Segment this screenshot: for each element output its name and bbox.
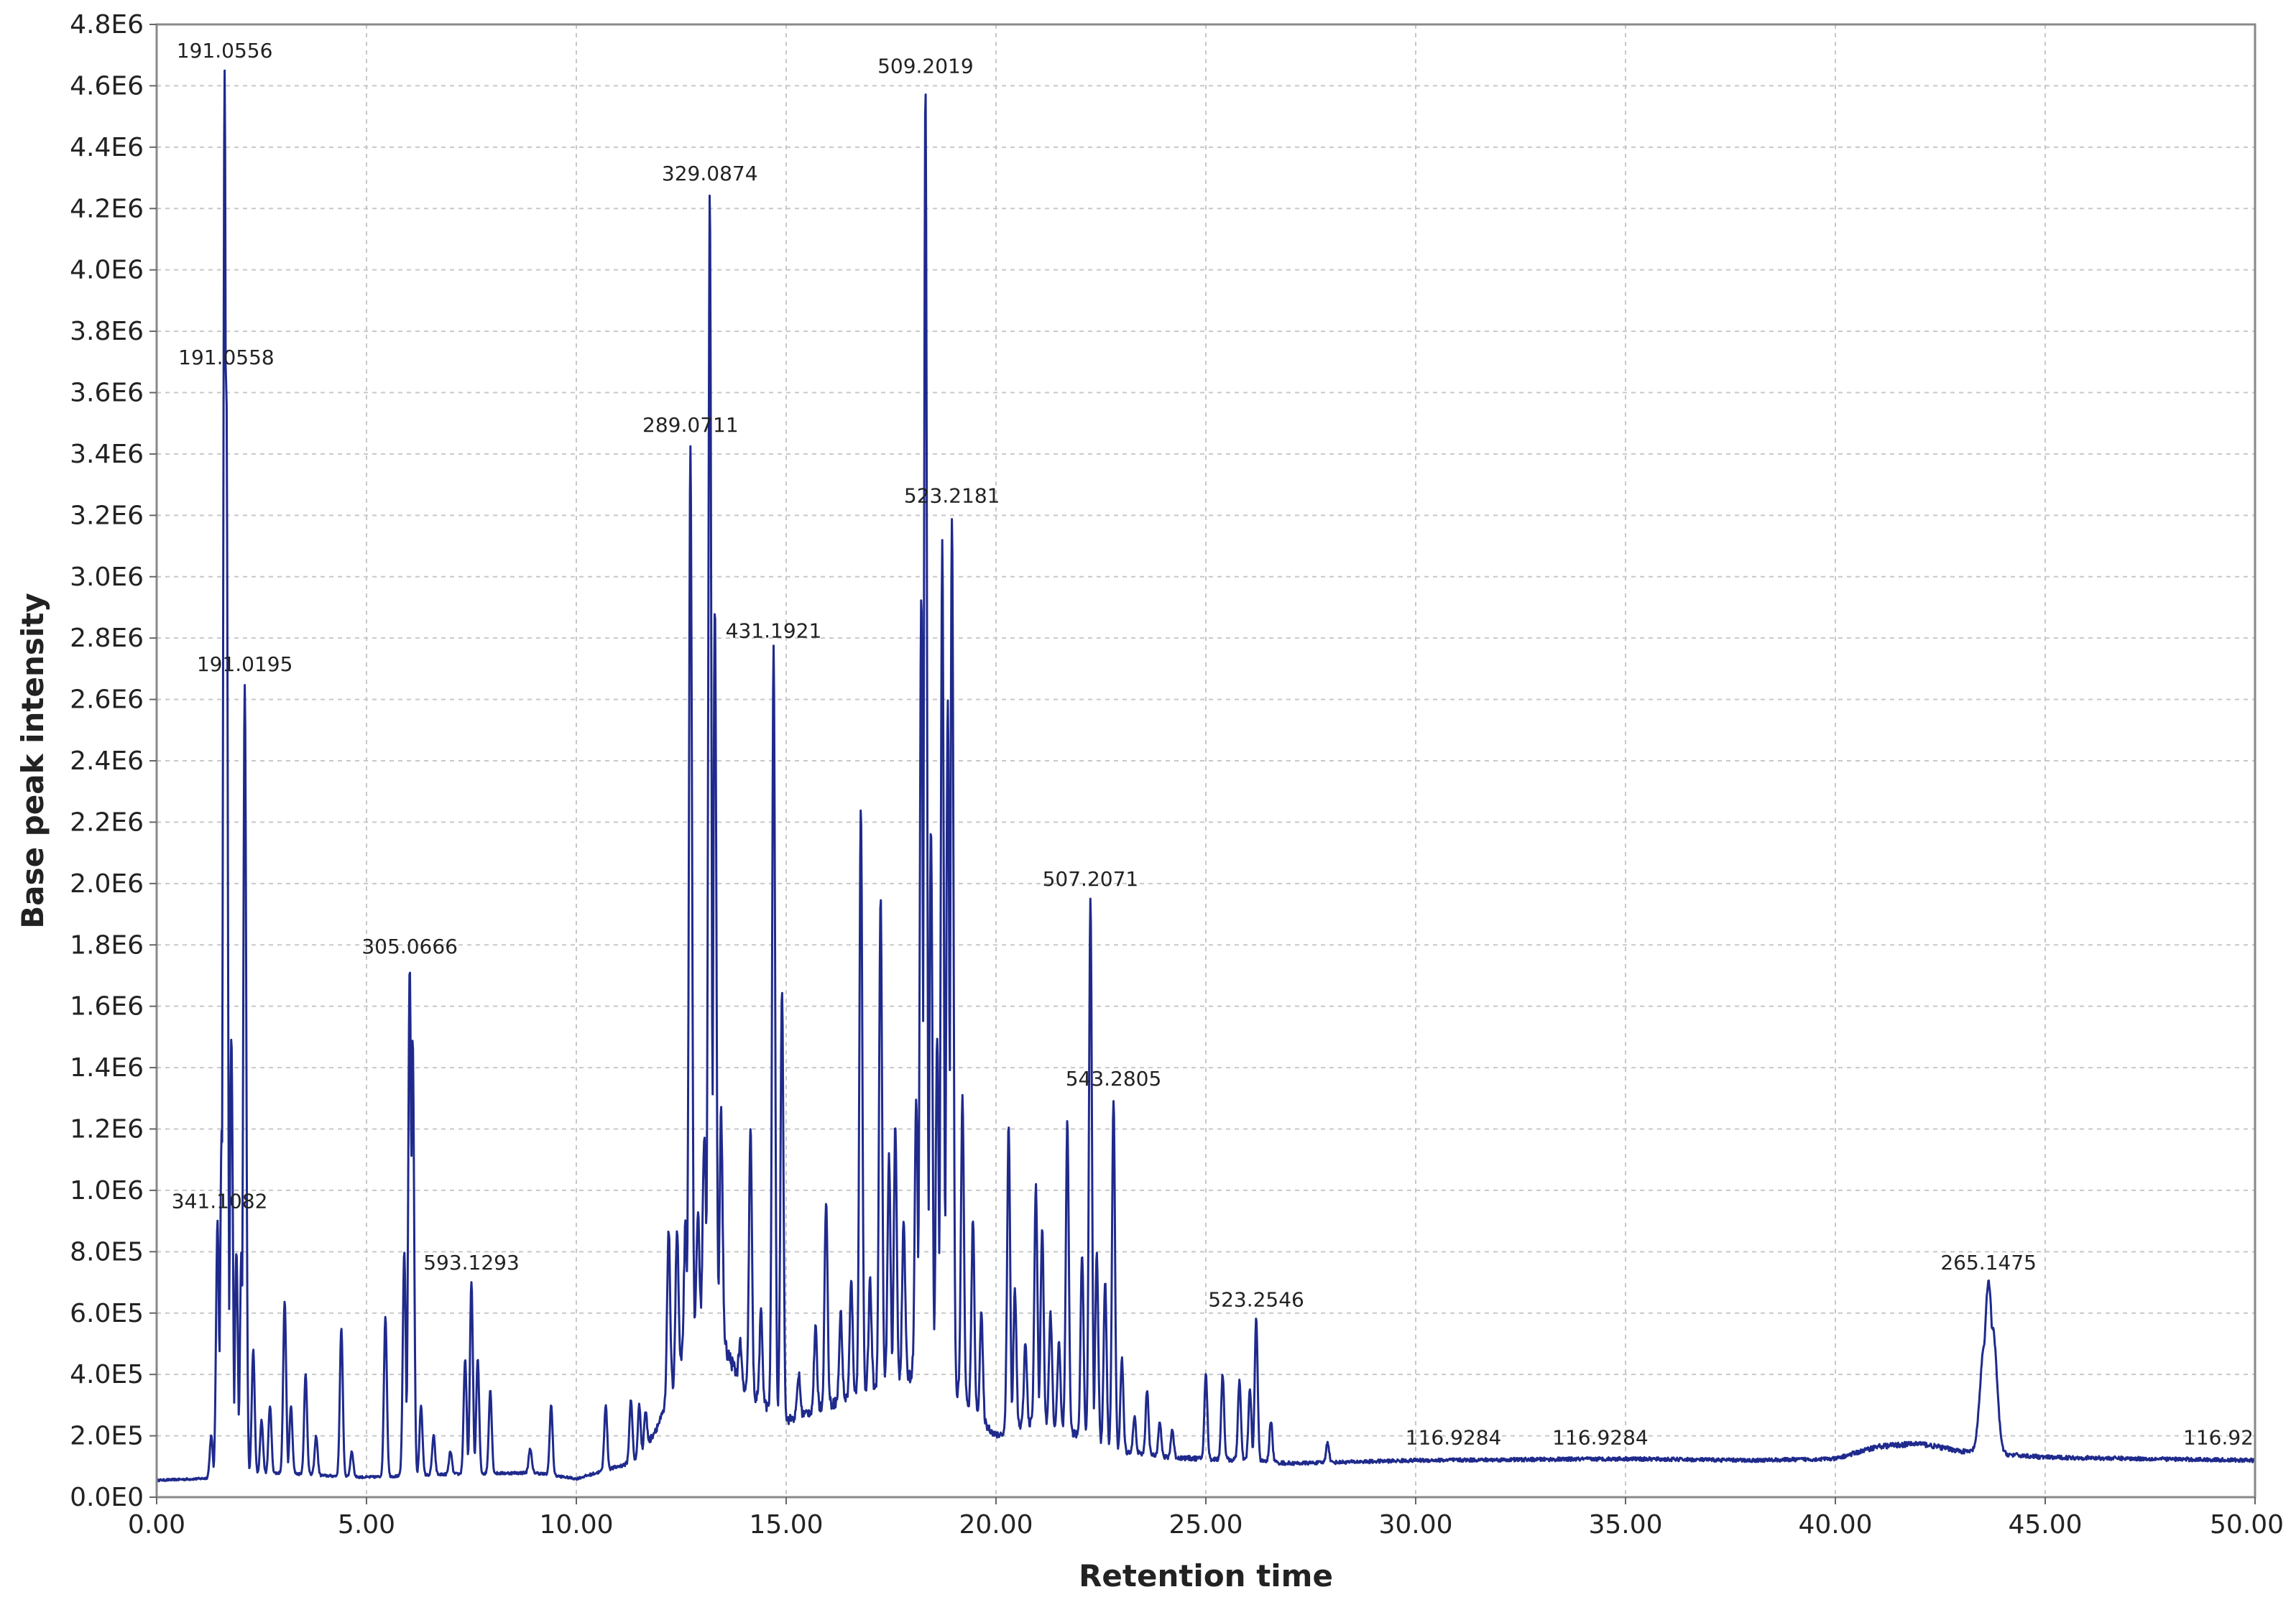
intensity-trace — [155, 69, 2256, 1483]
x-tick-label: 25.00 — [1168, 1510, 1242, 1540]
peak-label: 265.1475 — [1940, 1251, 2037, 1274]
y-tick-label: 2.2E6 — [70, 807, 144, 837]
peak-label: 523.2546 — [1208, 1287, 1304, 1311]
y-tick-label: 2.4E6 — [70, 746, 144, 776]
y-tick-label: 2.6E6 — [70, 685, 144, 715]
y-tick-label: 4.4E6 — [70, 133, 144, 162]
trace-layer — [155, 69, 2256, 1483]
y-tick-label: 4.6E6 — [70, 71, 144, 101]
y-tick-label: 3.4E6 — [70, 440, 144, 469]
grid-lines — [157, 24, 2255, 1497]
axis-ticks: 0.0E0 2.0E5 4.0E5 6.0E5 8.0E5 1.0E6 1.2E6 1.4E6… — [70, 10, 2284, 1540]
peak-label: 523.2181 — [904, 483, 1000, 507]
x-tick-label: 50.00 — [2210, 1510, 2284, 1540]
y-tick-label: 4.0E5 — [70, 1360, 144, 1389]
peak-label: 593.1293 — [423, 1251, 520, 1274]
y-tick-label: 3.8E6 — [70, 317, 144, 346]
y-tick-label: 1.4E6 — [70, 1053, 144, 1083]
peak-label: 329.0874 — [662, 162, 758, 185]
y-tick-label: 4.8E6 — [70, 10, 144, 40]
y-tick-label: 1.2E6 — [70, 1115, 144, 1144]
peak-label: 116.92 — [2183, 1425, 2254, 1449]
x-axis-title: Retention time — [1079, 1558, 1333, 1593]
y-axis-title: Base peak intensity — [15, 593, 50, 929]
x-tick-label: 40.00 — [1798, 1510, 1872, 1540]
peak-label: 116.9284 — [1406, 1425, 1502, 1449]
peak-label: 543.2805 — [1066, 1067, 1162, 1091]
y-tick-label: 3.0E6 — [70, 563, 144, 592]
y-tick-label: 1.6E6 — [70, 992, 144, 1022]
y-tick-label: 3.2E6 — [70, 501, 144, 530]
y-tick-label: 0.0E0 — [70, 1483, 144, 1512]
peak-label: 191.0195 — [197, 652, 293, 676]
y-tick-label: 2.0E5 — [70, 1422, 144, 1451]
peak-label: 431.1921 — [726, 619, 822, 642]
x-tick-label: 15.00 — [749, 1510, 823, 1540]
y-tick-label: 4.0E6 — [70, 256, 144, 285]
x-tick-label: 30.00 — [1378, 1510, 1452, 1540]
peak-label: 509.2019 — [877, 54, 974, 78]
y-tick-label: 1.0E6 — [70, 1176, 144, 1206]
y-tick-label: 2.0E6 — [70, 869, 144, 899]
peak-label: 289.0711 — [642, 413, 739, 437]
x-tick-label: 35.00 — [1588, 1510, 1662, 1540]
peak-annotations: 191.0556 191.0558 191.0195 341.1082 305.0666… — [172, 39, 2254, 1449]
y-tick-label: 4.2E6 — [70, 194, 144, 223]
peak-label: 305.0666 — [361, 935, 458, 958]
peak-label: 341.1082 — [172, 1190, 268, 1213]
x-tick-label: 20.00 — [959, 1510, 1033, 1540]
x-tick-label: 10.00 — [539, 1510, 613, 1540]
y-tick-label: 1.8E6 — [70, 930, 144, 960]
peak-label: 116.9284 — [1552, 1425, 1649, 1449]
y-tick-label: 8.0E5 — [70, 1237, 144, 1267]
x-tick-label: 0.00 — [128, 1510, 185, 1540]
x-tick-label: 5.00 — [338, 1510, 395, 1540]
y-tick-label: 6.0E5 — [70, 1299, 144, 1328]
y-tick-label: 3.6E6 — [70, 379, 144, 408]
x-tick-label: 45.00 — [2008, 1510, 2082, 1540]
peak-label: 191.0556 — [177, 39, 273, 63]
y-tick-label: 2.8E6 — [70, 624, 144, 653]
peak-label: 191.0558 — [178, 346, 275, 369]
peak-label: 507.2071 — [1043, 867, 1139, 891]
